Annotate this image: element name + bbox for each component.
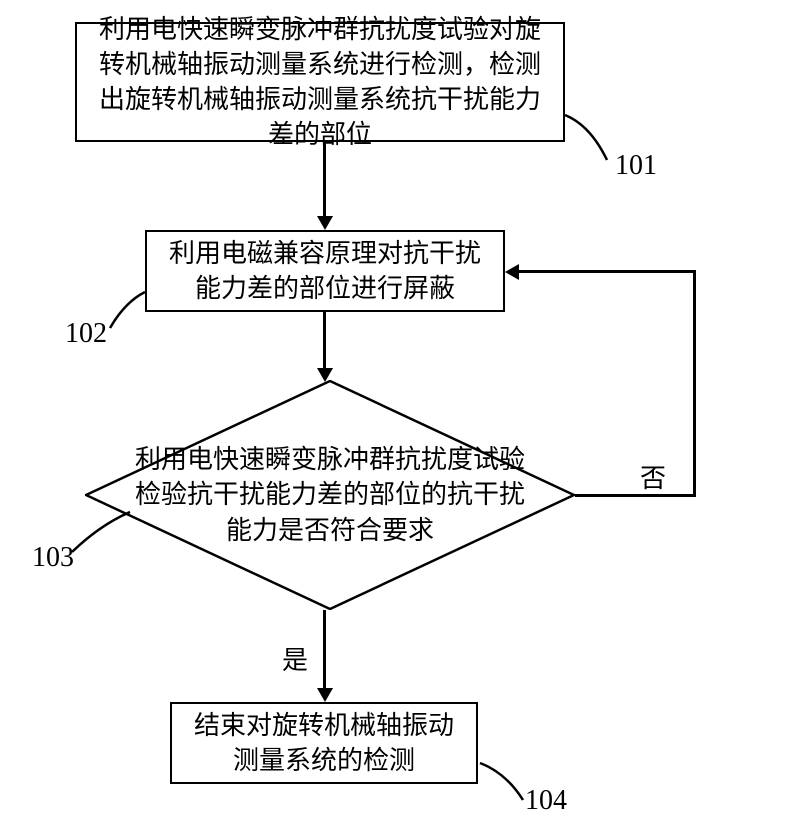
arrowhead [505,264,519,280]
process-text: 利用电快速瞬变脉冲群抗扰度试验对旋转机械轴振动测量系统进行检测，检测出旋转机械轴… [89,12,551,152]
edge-103-104-yes [323,610,326,688]
process-box-102: 利用电磁兼容原理对抗干扰能力差的部位进行屏蔽 [145,230,505,312]
process-text: 利用电磁兼容原理对抗干扰能力差的部位进行屏蔽 [159,236,491,306]
callout-label-103: 103 [32,542,74,574]
arrowhead [317,688,333,702]
branch-label-no: 否 [640,458,666,495]
callout-label-102: 102 [65,318,107,350]
edge-103-102-no-v [693,270,696,497]
process-box-104: 结束对旋转机械轴振动测量系统的检测 [170,702,478,784]
callout-line-102 [100,290,155,335]
edge-101-102 [323,142,326,216]
callout-label-101: 101 [615,150,657,182]
flowchart-canvas: 利用电快速瞬变脉冲群抗扰度试验对旋转机械轴振动测量系统进行检测，检测出旋转机械轴… [0,0,800,822]
callout-label-104: 104 [525,785,567,817]
edge-103-102-no-h1 [575,494,695,497]
branch-label-yes: 是 [282,640,308,677]
process-box-101: 利用电快速瞬变脉冲群抗扰度试验对旋转机械轴振动测量系统进行检测，检测出旋转机械轴… [75,22,565,142]
decision-box-103: 利用电快速瞬变脉冲群抗扰度试验检验抗干扰能力差的部位的抗干扰能力是否符合要求 [85,380,575,610]
edge-103-102-no-h2 [519,270,695,273]
decision-text: 利用电快速瞬变脉冲群抗扰度试验检验抗干扰能力差的部位的抗干扰能力是否符合要求 [85,442,575,547]
process-text: 结束对旋转机械轴振动测量系统的检测 [184,708,464,778]
arrowhead [317,216,333,230]
edge-102-103 [323,312,326,368]
